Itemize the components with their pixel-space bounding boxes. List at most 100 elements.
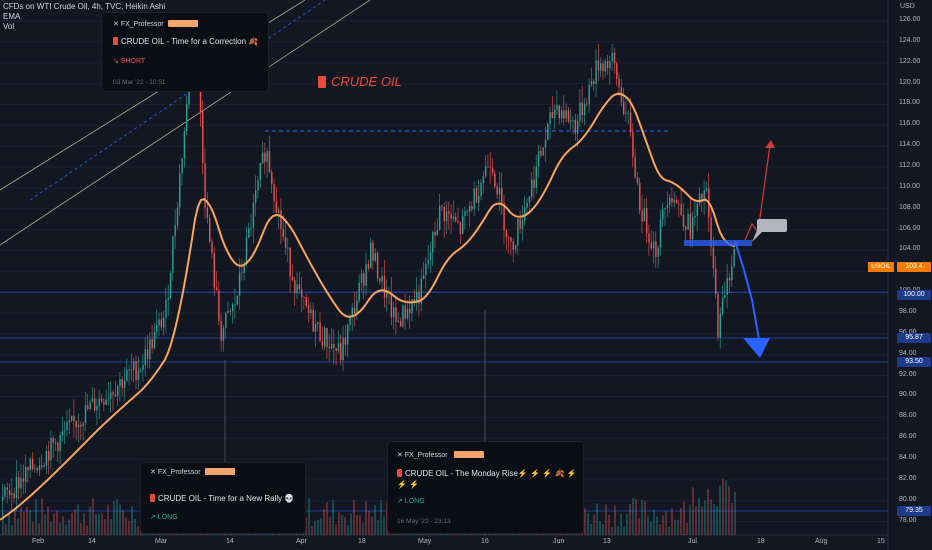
candle-body <box>386 291 388 298</box>
candle-body <box>671 197 673 203</box>
candle-body <box>623 102 625 114</box>
candle-body <box>261 152 264 164</box>
candle-body <box>390 293 393 318</box>
candle-body <box>586 103 588 105</box>
candle-body <box>535 166 537 188</box>
candle-body <box>701 194 703 201</box>
volume-bar <box>317 520 319 535</box>
candle-body <box>167 298 169 300</box>
candle-body <box>434 232 436 236</box>
price-tick-label: 88.00 <box>899 412 917 420</box>
volume-bar <box>674 519 676 535</box>
candle-body <box>365 264 367 286</box>
candle-body <box>66 422 68 431</box>
volume-bar <box>716 506 718 535</box>
volume-bar <box>365 501 367 535</box>
volume-bar <box>71 512 73 535</box>
idea-title[interactable]: CRUDE OIL - Time for a Correction 🍂 <box>113 37 258 46</box>
candle-body <box>450 213 452 219</box>
candle-body <box>75 421 77 428</box>
ema-indicator-label[interactable]: EMA <box>3 12 21 21</box>
crude-oil-chart-label: CRUDE OIL <box>318 74 402 89</box>
candle-body <box>232 304 234 312</box>
idea-author: ✕ FX_Professor <box>113 21 164 28</box>
volume-bar <box>113 501 115 535</box>
author-badge <box>454 451 484 458</box>
candle-body <box>4 487 6 497</box>
candle-body <box>25 467 27 482</box>
candle-body <box>517 218 519 246</box>
candle-body <box>657 247 659 257</box>
idea-title[interactable]: CRUDE OIL - Time for a New Rally 💀 <box>150 494 294 503</box>
candle-body <box>363 273 365 286</box>
candle-body <box>163 317 165 328</box>
candle-body <box>110 392 112 399</box>
candle-body <box>351 307 353 317</box>
candle-body <box>301 289 303 298</box>
candle-body <box>547 123 549 141</box>
candle-body <box>694 215 696 218</box>
candle-body <box>370 242 372 269</box>
candle-body <box>112 392 114 395</box>
volume-bar <box>719 485 721 535</box>
candle-body <box>494 173 496 187</box>
candle-body <box>206 207 209 218</box>
candle-body <box>43 465 45 467</box>
candle-body <box>609 61 611 69</box>
idea-author: ✕ FX_Professor <box>150 469 201 476</box>
symbol-title[interactable]: CFDs on WTI Crude Oil, 4h, TVC, Heikin A… <box>3 2 166 11</box>
volume-bar <box>350 513 352 535</box>
candle-body <box>89 402 91 410</box>
candle-body <box>475 188 478 203</box>
volume-bar <box>629 504 631 535</box>
time-tick-label: 18 <box>358 538 366 545</box>
candle-body <box>68 420 71 423</box>
candle-body <box>376 253 379 279</box>
price-tick-label: 124.00 <box>899 36 921 44</box>
candle-body <box>317 322 319 324</box>
volume-bar <box>101 513 103 535</box>
candle-body <box>213 252 215 288</box>
candle-body <box>379 278 381 282</box>
time-tick-label: 15 <box>877 538 885 545</box>
volume-bar <box>77 504 79 535</box>
candle-body <box>588 84 590 105</box>
candle-body <box>271 172 273 185</box>
idea-card-rally[interactable]: ✕ FX_Professor CRUDE OIL - Time for a Ne… <box>140 462 306 534</box>
candle-body <box>282 228 284 238</box>
long-signal: ↗ LONG <box>150 514 178 521</box>
idea-card-short[interactable]: ✕ FX_Professor CRUDE OIL - Time for a Co… <box>101 12 269 92</box>
volume-bar <box>332 500 334 535</box>
candle-body <box>296 284 298 294</box>
idea-title[interactable]: CRUDE OIL - The Monday Rise⚡ ⚡ ⚡ 🍂 ⚡ ⚡ ⚡ <box>397 469 577 489</box>
candle-body <box>181 158 183 174</box>
volume-bar <box>587 513 589 535</box>
price-tick-label: 78.00 <box>899 516 917 524</box>
volume-bar <box>107 504 109 535</box>
volume-bar <box>344 517 346 535</box>
candle-body <box>728 277 731 281</box>
volume-bar <box>593 514 595 535</box>
volume-bar <box>44 514 46 535</box>
candle-body <box>487 166 489 168</box>
candle-body <box>358 282 360 301</box>
candle-body <box>342 337 344 361</box>
price-tick-label: 120.00 <box>899 78 921 86</box>
time-tick-label: Jul <box>688 538 697 545</box>
candle-body <box>266 150 268 162</box>
candle-body <box>556 105 558 110</box>
candle-body <box>508 237 510 239</box>
volume-bar <box>110 518 112 535</box>
support-zone <box>684 240 752 246</box>
candle-body <box>2 496 4 501</box>
idea-card-monday[interactable]: ✕ FX_Professor CRUDE OIL - The Monday Ri… <box>387 441 584 534</box>
candle-body <box>222 327 225 341</box>
volume-indicator-label[interactable]: Vol <box>3 22 15 31</box>
candle-body <box>420 278 422 304</box>
candle-body <box>600 63 602 71</box>
candle-body <box>303 297 305 298</box>
volume-bar <box>5 523 7 535</box>
oil-drum-icon <box>397 469 402 477</box>
volume-bar <box>14 509 16 535</box>
